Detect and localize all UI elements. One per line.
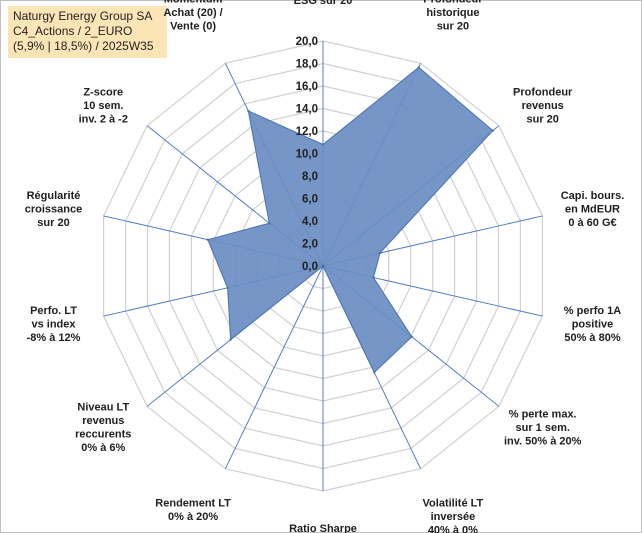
axis-label: Z-score 10 sem. inv. 2 à -2 <box>79 87 128 126</box>
tick-label: 6,0 <box>302 194 318 206</box>
axis-label-line: vs index <box>31 318 76 330</box>
axis-label: % perte max. sur 1 sem. inv. 50% à 20% <box>504 408 582 447</box>
axis-label: Régularité croissance sur 20 <box>25 190 82 229</box>
axis-label-line: en MdEUR <box>565 204 620 216</box>
axis-label: Perfo. LT vs index -8% à 12% <box>27 305 81 344</box>
tick-label: 12,0 <box>296 126 318 138</box>
axis-label-line: Profondeur <box>423 0 483 6</box>
axis-label-line: 0% à 6% <box>81 442 125 454</box>
chart-title-category: C4_Actions / 2_EURO <box>13 24 133 38</box>
series-point <box>372 276 375 279</box>
series-point <box>226 286 229 289</box>
axis-label-line: -8% à 12% <box>27 332 81 344</box>
axis-label: % perfo 1A positive 50% à 80% <box>564 305 622 344</box>
axis-label-line: 50% à 80% <box>564 332 620 344</box>
axis-label-line: positive <box>572 318 614 330</box>
axis-label-line: Achat (20) / <box>163 7 222 19</box>
axis-label-line: Régularité <box>27 190 81 202</box>
tick-label: 18,0 <box>296 59 318 71</box>
axis-label-line: sur 20 <box>37 217 69 229</box>
axis-label-line: Niveau LT <box>77 402 129 414</box>
axis-label-line: % perte max. <box>509 408 577 420</box>
axis-label-line: ESG sur 20 <box>294 0 353 7</box>
axis-label: Rendement LT 0% à 20% <box>155 497 231 523</box>
axis-spoke <box>224 265 324 469</box>
series-point <box>410 335 413 338</box>
radar-axis-labels: NoteESG sur 20Profondeurhistoriquesur 20… <box>25 0 625 533</box>
axis-label: Niveau LT revenus reccurents 0% à 6% <box>75 402 131 455</box>
axis-label-line: reccurents <box>75 429 131 441</box>
tick-label: 8,0 <box>302 171 318 183</box>
axis-label: Profondeurhistorique sur 20 <box>423 0 483 33</box>
tick-label: 20,0 <box>296 36 318 48</box>
chart-title-box: Naturgy Energy Group SA C4_Actions / 2_E… <box>8 6 167 58</box>
axis-label-line: 40% à 0% <box>428 524 478 533</box>
axis-label-line: inv. 2 à -2 <box>79 114 128 126</box>
radar-tick-labels: 0,0 2,0 4,0 6,0 8,0 10,0 12,0 14,0 16,0 18,0 20,0 <box>296 36 318 273</box>
axis-label-line: Rendement LT <box>155 497 231 509</box>
chart-title-company: Naturgy Energy Group SA <box>13 9 153 23</box>
axis-label-line: revenus <box>522 100 564 112</box>
axis-label-line: Perfo. LT <box>30 305 77 317</box>
axis-label-line: % perfo 1A <box>564 305 622 317</box>
axis-label-line: Momentum <box>164 0 223 6</box>
axis-label-line: Vente (0) <box>170 21 216 33</box>
axis-label-line: historique <box>426 7 479 19</box>
radar-series <box>206 66 494 374</box>
axis-label-line: croissance <box>25 204 82 216</box>
axis-label-line: 0 à 60 G€ <box>568 217 616 229</box>
series-point <box>417 66 420 69</box>
tick-label: 0,0 <box>302 261 318 273</box>
series-point <box>373 371 376 374</box>
series-point <box>206 238 209 241</box>
axis-label: Capi. bours. en MdEUR 0 à 60 G€ <box>561 190 625 229</box>
axis-label-line: Volatilité LT <box>423 497 484 509</box>
series-point <box>321 143 325 146</box>
axis-label-line: Capi. bours. <box>561 190 625 202</box>
axis-label-line: inv. 50% à 20% <box>504 435 582 447</box>
axis-label: Profondeur revenus sur 20 <box>513 87 573 126</box>
axis-label: NoteESG sur 20 <box>294 0 353 7</box>
axis-label-line: 10 sem. <box>83 100 123 112</box>
axis-label-line: 0% à 20% <box>168 511 218 523</box>
tick-label: 4,0 <box>302 216 318 228</box>
axis-label-line: sur 20 <box>437 21 469 33</box>
axis-label-line: Ratio Sharpe <box>289 523 357 533</box>
series-point <box>321 264 325 268</box>
axis-label: Volatilité LT inversée 40% à 0% <box>423 497 484 533</box>
axis-label-line: sur 1 sem. <box>515 422 569 434</box>
axis-label-line: Z-score <box>83 87 123 99</box>
axis-label-line: revenus <box>82 415 124 427</box>
tick-label: 16,0 <box>296 81 318 93</box>
series-point <box>491 129 494 132</box>
chart-title-range: (5,9% | 18,5%) / 2025W35 <box>13 39 154 53</box>
tick-label: 2,0 <box>302 239 318 251</box>
series-point <box>378 251 382 255</box>
series-area <box>207 66 494 374</box>
axis-label: MomentumAchat (20) / Vente (0) <box>163 0 222 33</box>
tick-label: 14,0 <box>296 104 318 116</box>
axis-label: Ratio Sharpe0 à 1 <box>289 523 357 533</box>
axis-label-line: Profondeur <box>513 87 573 99</box>
series-point <box>268 222 271 225</box>
axis-label-line: inversée <box>431 511 476 523</box>
axis-label-line: sur 20 <box>526 114 558 126</box>
tick-label: 10,0 <box>296 149 318 161</box>
series-point <box>229 338 232 341</box>
series-point <box>247 109 250 113</box>
